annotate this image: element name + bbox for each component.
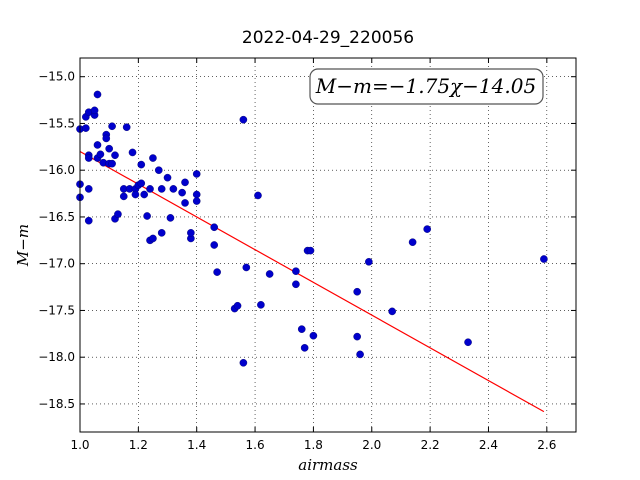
data-point: [365, 258, 373, 266]
data-point: [353, 332, 361, 341]
data-point: [137, 160, 146, 169]
x-tick-label: 1.8: [304, 438, 323, 452]
data-point: [93, 90, 102, 99]
data-point: [146, 185, 154, 193]
data-point: [187, 229, 195, 237]
y-tick-label: −16.5: [38, 210, 75, 224]
fit-equation-frame: [309, 68, 544, 105]
data-point: [111, 151, 119, 160]
data-point: [254, 191, 262, 200]
data-point: [464, 338, 472, 347]
y-tick-label: −18.5: [38, 397, 75, 411]
data-point: [128, 148, 137, 157]
x-tick-label: 1.6: [246, 438, 265, 452]
data-point: [149, 154, 157, 162]
data-point: [108, 159, 116, 168]
data-point: [540, 255, 548, 263]
y-tick-label: −17.5: [38, 303, 75, 317]
data-point: [192, 197, 201, 205]
fit-line-layer: [79, 150, 545, 413]
data-point: [297, 325, 306, 333]
y-tick-label: −15.5: [38, 116, 75, 130]
data-point: [181, 199, 189, 207]
data-point: [93, 141, 102, 149]
x-tick-label: 2.0: [362, 438, 381, 452]
data-point: [300, 344, 309, 352]
data-point: [239, 115, 248, 124]
data-point: [210, 241, 219, 249]
data-point: [82, 124, 90, 132]
data-point: [306, 246, 315, 255]
data-point: [192, 190, 201, 199]
data-point: [166, 214, 175, 222]
data-point: [257, 301, 265, 309]
x-tick-label: 2.6: [537, 438, 556, 452]
chart-title: 2022-04-29_220056: [242, 28, 414, 48]
data-point: [96, 150, 105, 159]
data-point: [408, 238, 417, 246]
y-tick-label: −17.0: [38, 257, 75, 271]
plot-frame: [79, 57, 577, 433]
data-point: [149, 234, 157, 243]
x-tick-label: 2.2: [421, 438, 440, 452]
fit-equation-box: M−m=−1.75χ−14.05: [309, 68, 544, 105]
data-point: [292, 267, 300, 275]
fit-equation: M−m=−1.75χ−14.05: [315, 74, 536, 98]
data-point: [137, 179, 146, 188]
data-point: [210, 223, 219, 232]
data-point: [178, 188, 186, 197]
x-axis-label: airmass: [298, 456, 358, 474]
data-point: [388, 307, 396, 316]
x-tick-label: 1.4: [187, 438, 206, 452]
data-point: [90, 106, 99, 115]
data-point: [102, 134, 111, 143]
x-tick-label: 1.2: [129, 438, 148, 452]
x-tick-label: 2.4: [479, 438, 498, 452]
data-point: [213, 268, 221, 276]
data-point: [309, 331, 318, 340]
data-point: [169, 185, 178, 193]
data-point: [356, 350, 364, 359]
data-point: [84, 154, 93, 162]
data-points: [76, 90, 548, 367]
data-point: [143, 212, 151, 220]
data-point: [114, 210, 122, 218]
data-point: [192, 170, 201, 178]
data-point: [154, 166, 163, 174]
axis-ticks: 1.0 1.2 1.4 1.6 1.8 2.0 2.2 2.4 2.6 −15.0 −15.5 −16…: [38, 58, 576, 452]
data-point: [242, 263, 251, 272]
data-point: [353, 287, 361, 296]
y-axis-label: M−m: [14, 224, 32, 267]
data-point: [119, 192, 128, 201]
data-point: [105, 144, 113, 153]
y-tick-label: −15.0: [38, 70, 75, 84]
y-tick-label: −18.0: [38, 350, 75, 364]
data-point: [122, 123, 131, 131]
data-point: [108, 122, 116, 131]
data-point: [265, 270, 274, 278]
data-point: [131, 190, 140, 199]
data-point: [84, 185, 93, 193]
y-tick-label: −16.0: [38, 163, 75, 177]
data-point: [163, 173, 172, 182]
x-tick-label: 1.0: [70, 438, 89, 452]
data-point: [181, 178, 189, 187]
data-point: [423, 225, 432, 233]
data-point: [157, 229, 166, 237]
data-point: [292, 280, 300, 289]
data-point: [157, 185, 166, 193]
data-point: [233, 301, 242, 310]
data-point: [84, 216, 93, 225]
fit-line: [79, 150, 545, 413]
data-point: [239, 359, 248, 367]
data-point: [140, 190, 148, 199]
